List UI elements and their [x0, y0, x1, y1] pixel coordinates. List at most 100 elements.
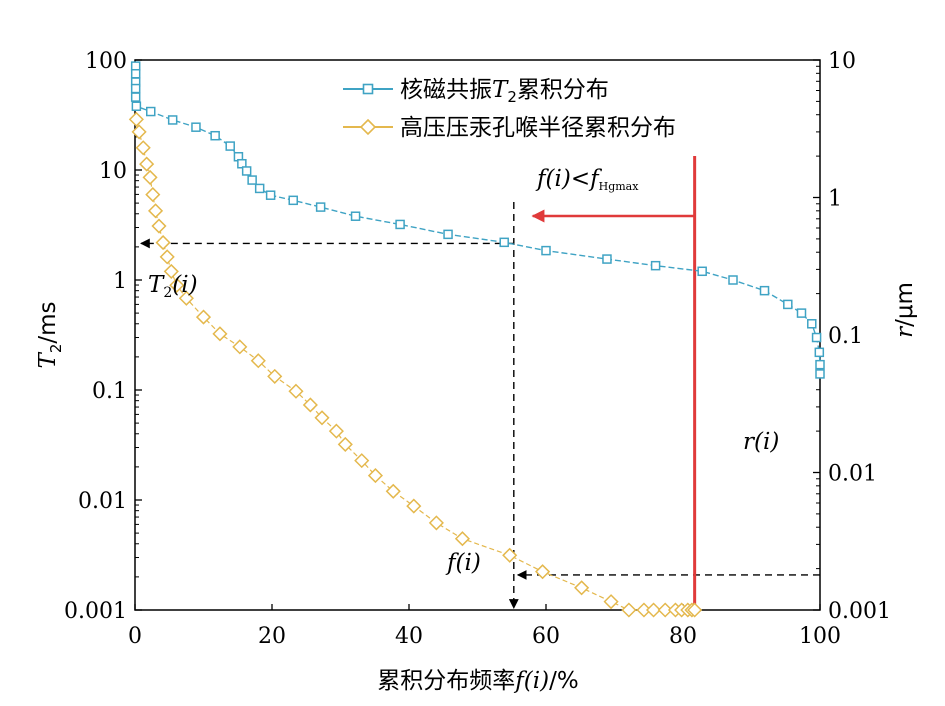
right-y-axis-label-var: r	[892, 325, 918, 338]
nmr-point	[131, 101, 142, 111]
x-tick-label: 60	[532, 624, 560, 649]
hg-point	[645, 602, 662, 618]
x-tick-label: 40	[395, 624, 423, 649]
hg-point	[603, 594, 619, 610]
nmr-point	[241, 166, 252, 176]
nmr-point	[315, 202, 326, 212]
reference-lines	[140, 156, 820, 610]
nmr-point	[807, 319, 817, 329]
nmr-point	[815, 369, 825, 379]
nmr-point	[350, 211, 361, 221]
x-axis-ticks: 0 20 40 60 80 100	[128, 604, 841, 649]
nmr-point	[237, 158, 247, 169]
hg-point	[385, 483, 401, 499]
left-y-tick-label: 10	[99, 159, 127, 184]
nmr-point	[783, 299, 793, 310]
hg-point	[147, 203, 164, 219]
nmr-point	[130, 83, 141, 94]
legend: 核磁共振T2累积分布 高压压汞孔喉半径累积分布	[343, 77, 676, 141]
nmr-point	[130, 92, 141, 102]
legend-marker-hg	[359, 118, 377, 136]
x-tick-label: 0	[128, 624, 142, 649]
nmr-point	[210, 130, 220, 141]
left-y-axis-ticks: 0.001 0.01 0.1 1 10 100	[64, 49, 142, 624]
left-y-axis-label: T2/ms	[35, 301, 65, 368]
nmr-point	[811, 332, 822, 343]
right-y-tick-label: 1	[828, 187, 842, 212]
x-tick-label: 20	[258, 624, 286, 649]
right-y-tick-label: 10	[828, 49, 856, 74]
nmr-point	[191, 122, 201, 132]
nmr-point	[759, 285, 770, 296]
right-y-axis-ticks: 0.001 0.01 0.1 1 10	[813, 49, 891, 624]
hg-point	[232, 339, 248, 355]
right-y-tick-label: 0.001	[828, 599, 891, 624]
hg-point	[128, 111, 144, 127]
t2i-label: T2(i)	[148, 272, 198, 301]
legend-label-hg: 高压压汞孔喉半径累积分布	[400, 115, 676, 141]
nmr-point	[697, 266, 707, 277]
nmr-point	[443, 229, 453, 240]
hg-point	[169, 277, 185, 293]
hg-point	[354, 453, 370, 469]
nmr-point	[814, 347, 825, 358]
left-y-axis-label-sub: 2	[47, 344, 65, 354]
hg-point	[267, 368, 283, 384]
hg-point	[428, 515, 444, 531]
nmr-point	[254, 183, 265, 194]
nmr-point	[395, 219, 405, 230]
hg-point	[250, 353, 266, 369]
nmr-point	[288, 195, 298, 206]
nmr-point	[130, 68, 141, 79]
x-axis-label-prefix: 累积分布频率	[377, 668, 515, 694]
nmr-point	[796, 308, 807, 318]
left-y-axis-label-unit: /ms	[35, 301, 61, 343]
hg-point	[535, 564, 551, 580]
nmr-point	[247, 175, 257, 185]
nmr-point	[167, 115, 178, 125]
legend-label-nmr: 核磁共振T2累积分布	[400, 77, 609, 106]
hg-point	[288, 383, 304, 399]
hg-point	[621, 602, 637, 618]
hg-point	[302, 397, 318, 413]
hg-point	[145, 187, 161, 203]
hg-point	[314, 410, 330, 426]
nmr-point	[146, 106, 156, 117]
hg-point	[142, 169, 158, 185]
hg-point	[163, 263, 179, 279]
nmr-series-line	[134, 66, 821, 374]
x-tick-label: 80	[669, 624, 697, 649]
hg-point	[657, 602, 673, 618]
hg-point	[195, 309, 212, 325]
legend-marker-nmr	[362, 83, 374, 95]
left-y-tick-label: 0.01	[78, 489, 127, 514]
hg-point	[178, 290, 194, 306]
right-y-axis-label-unit: /μm	[892, 282, 918, 327]
nmr-point	[499, 237, 509, 248]
ri-label: r(i)	[743, 429, 779, 455]
hg-point	[135, 140, 151, 156]
hg-point	[502, 547, 518, 563]
plot-frame	[134, 59, 821, 611]
right-y-axis-label: r/μm	[892, 282, 918, 338]
hg-point	[155, 235, 171, 251]
hg-point	[212, 326, 228, 342]
hg-point	[159, 249, 175, 265]
fi-label: f(i)	[445, 550, 481, 576]
hg-point	[454, 531, 470, 547]
hg-point	[131, 124, 147, 140]
hg-point	[574, 580, 590, 596]
left-y-tick-label: 1	[113, 269, 127, 294]
right-y-tick-label: 0.01	[828, 462, 877, 487]
x-tick-label: 100	[799, 624, 841, 649]
nmr-series	[130, 61, 825, 379]
x-axis-label: 累积分布频率f(i)/%	[377, 668, 578, 694]
hg-point	[139, 156, 155, 172]
nmr-point	[265, 190, 276, 200]
hg-point	[687, 602, 703, 618]
nmr-point	[225, 141, 235, 151]
left-y-tick-label: 100	[85, 49, 127, 74]
series-layer	[128, 61, 825, 618]
nmr-point	[728, 275, 738, 285]
